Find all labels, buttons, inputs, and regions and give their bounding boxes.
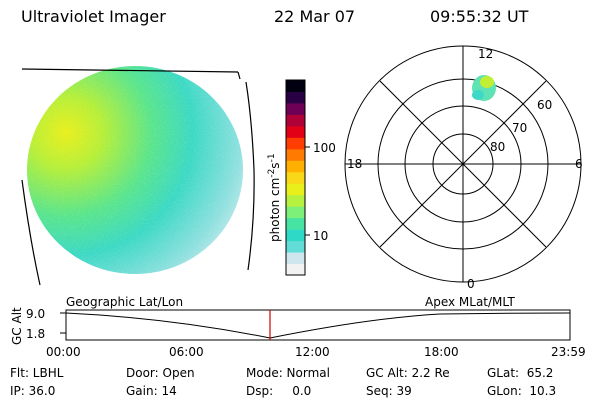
colorbar-segment xyxy=(286,91,305,104)
lat-label-60: 60 xyxy=(537,98,553,112)
timeline-left-label: Geographic Lat/Lon xyxy=(66,295,184,309)
mlt-label-bottom: 0 xyxy=(467,277,475,291)
colorbar-frame xyxy=(285,79,306,276)
colorbar-segment xyxy=(286,125,305,138)
status-gc-alt: GC Alt: 2.2 Re xyxy=(366,366,450,380)
colorbar-segment xyxy=(286,137,305,150)
colorbar-unit-label: photon cm-2s-1 xyxy=(267,153,282,242)
image-date: 22 Mar 07 xyxy=(274,7,356,26)
status-seq: Seq: 39 xyxy=(366,384,412,398)
colorbar-segment xyxy=(286,148,305,161)
colorbar-segment xyxy=(286,171,305,184)
status-door: Door: Open xyxy=(126,366,195,380)
colorbar-segment xyxy=(286,229,305,242)
colorbar-segment xyxy=(286,183,305,196)
colorbar-segment xyxy=(286,263,305,276)
timeline-xtick-1800: 18:00 xyxy=(424,345,459,359)
colorbar-segment xyxy=(286,240,305,253)
timeline-xtick-0000: 00:00 xyxy=(46,345,81,359)
mlt-label-left: 18 xyxy=(347,157,363,171)
timeline-ylabel: GC Alt xyxy=(10,307,24,345)
mlt-label-right: 6 xyxy=(575,157,583,171)
colorbar-ticks xyxy=(305,146,310,236)
intensity-colorbar xyxy=(285,79,306,276)
orbit-timeline-plot xyxy=(60,309,571,341)
auroral-image-disc xyxy=(27,66,243,274)
status-glon: GLon: 10.3 xyxy=(487,384,557,398)
timeline-right-label: Apex MLat/MLT xyxy=(425,295,515,309)
colorbar-tick-100: 100 xyxy=(313,141,336,155)
earth-limb-lines xyxy=(21,68,255,286)
image-time: 09:55:32 UT xyxy=(430,7,529,26)
timeline-xtick-1200: 12:00 xyxy=(295,345,330,359)
colorbar-segment xyxy=(286,80,305,92)
status-mode: Mode: Normal xyxy=(246,366,330,380)
status-ip: IP: 36.0 xyxy=(10,384,56,398)
lat-label-80: 80 xyxy=(490,140,506,154)
status-glat: GLat: 65.2 xyxy=(487,366,554,380)
status-filter: Flt: LBHL xyxy=(10,366,64,380)
timeline-xtick-0600: 06:00 xyxy=(169,345,204,359)
timeline-ytick-low: 1.8 xyxy=(26,327,46,341)
mlt-label-top: 12 xyxy=(478,47,494,61)
colorbar-segment xyxy=(286,194,305,207)
timeline-ytick-high: 9.0 xyxy=(26,307,46,321)
colorbar-segment xyxy=(286,160,305,173)
polar-aurora-patch xyxy=(472,75,496,101)
instrument-title: Ultraviolet Imager xyxy=(21,7,166,26)
colorbar-segment xyxy=(286,114,305,127)
lat-label-70: 70 xyxy=(512,121,528,135)
status-dsp: Dsp: 0.0 xyxy=(246,384,312,398)
status-gain: Gain: 14 xyxy=(126,384,177,398)
mlt-polar-plot xyxy=(344,45,582,283)
colorbar-segment xyxy=(286,252,305,265)
colorbar-segment xyxy=(286,102,305,115)
colorbar-segment xyxy=(286,206,305,219)
colorbar-segment xyxy=(286,217,305,230)
colorbar-tick-10: 10 xyxy=(313,229,329,243)
timeline-xtick-2359: 23:59 xyxy=(551,345,586,359)
